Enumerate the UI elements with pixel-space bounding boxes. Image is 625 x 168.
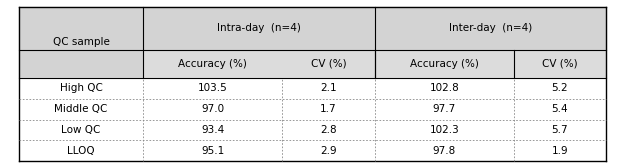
Text: 5.2: 5.2	[552, 83, 568, 93]
Text: 5.7: 5.7	[552, 125, 568, 135]
Text: LLOQ: LLOQ	[68, 146, 95, 156]
Text: 2.9: 2.9	[320, 146, 337, 156]
Text: 1.7: 1.7	[320, 104, 337, 114]
Polygon shape	[514, 78, 606, 99]
Polygon shape	[282, 99, 375, 120]
Polygon shape	[143, 50, 282, 78]
Text: 102.3: 102.3	[429, 125, 459, 135]
Text: Intra-day  (n=4): Intra-day (n=4)	[217, 23, 301, 33]
Polygon shape	[19, 7, 143, 78]
Text: 97.8: 97.8	[432, 146, 456, 156]
Polygon shape	[143, 99, 282, 120]
Text: Inter-day  (n=4): Inter-day (n=4)	[449, 23, 532, 33]
Polygon shape	[143, 120, 282, 140]
Polygon shape	[282, 120, 375, 140]
Polygon shape	[375, 50, 514, 78]
Text: Low QC: Low QC	[61, 125, 101, 135]
Text: 95.1: 95.1	[201, 146, 224, 156]
Text: 2.1: 2.1	[320, 83, 337, 93]
Text: 2.8: 2.8	[320, 125, 337, 135]
Polygon shape	[282, 140, 375, 161]
Polygon shape	[375, 120, 514, 140]
Polygon shape	[143, 140, 282, 161]
Polygon shape	[19, 99, 143, 120]
Text: Accuracy (%): Accuracy (%)	[178, 59, 248, 69]
Polygon shape	[143, 7, 375, 50]
Polygon shape	[282, 50, 375, 78]
Text: CV (%): CV (%)	[311, 59, 346, 69]
Text: High QC: High QC	[59, 83, 102, 93]
Polygon shape	[514, 50, 606, 78]
Polygon shape	[19, 120, 143, 140]
Polygon shape	[375, 140, 514, 161]
Polygon shape	[143, 78, 282, 99]
Polygon shape	[282, 78, 375, 99]
Text: 97.0: 97.0	[201, 104, 224, 114]
Polygon shape	[514, 99, 606, 120]
Text: 5.4: 5.4	[552, 104, 568, 114]
Polygon shape	[19, 78, 143, 99]
Text: Middle QC: Middle QC	[54, 104, 107, 114]
Polygon shape	[375, 78, 514, 99]
Polygon shape	[514, 140, 606, 161]
Text: 103.5: 103.5	[198, 83, 228, 93]
Text: 102.8: 102.8	[429, 83, 459, 93]
Polygon shape	[375, 99, 514, 120]
Text: QC sample: QC sample	[52, 37, 109, 47]
Text: CV (%): CV (%)	[542, 59, 578, 69]
Polygon shape	[375, 7, 606, 50]
Polygon shape	[514, 120, 606, 140]
Text: 1.9: 1.9	[552, 146, 568, 156]
Text: Accuracy (%): Accuracy (%)	[410, 59, 479, 69]
Text: 93.4: 93.4	[201, 125, 224, 135]
Polygon shape	[19, 140, 143, 161]
Text: 97.7: 97.7	[432, 104, 456, 114]
